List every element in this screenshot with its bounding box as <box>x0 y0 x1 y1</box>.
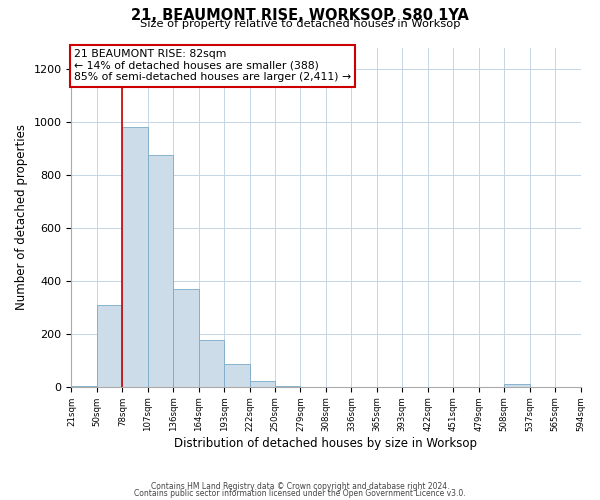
Y-axis label: Number of detached properties: Number of detached properties <box>15 124 28 310</box>
Text: Size of property relative to detached houses in Worksop: Size of property relative to detached ho… <box>140 19 460 29</box>
X-axis label: Distribution of detached houses by size in Worksop: Distribution of detached houses by size … <box>175 437 478 450</box>
Bar <box>122 127 148 387</box>
Bar <box>71 386 97 387</box>
Bar <box>148 155 173 387</box>
Bar <box>224 364 250 387</box>
Text: Contains HM Land Registry data © Crown copyright and database right 2024.: Contains HM Land Registry data © Crown c… <box>151 482 449 491</box>
Bar <box>199 340 224 387</box>
Bar <box>275 386 301 387</box>
Text: 21 BEAUMONT RISE: 82sqm
← 14% of detached houses are smaller (388)
85% of semi-d: 21 BEAUMONT RISE: 82sqm ← 14% of detache… <box>74 49 351 82</box>
Text: Contains public sector information licensed under the Open Government Licence v3: Contains public sector information licen… <box>134 489 466 498</box>
Bar <box>173 289 199 387</box>
Text: 21, BEAUMONT RISE, WORKSOP, S80 1YA: 21, BEAUMONT RISE, WORKSOP, S80 1YA <box>131 8 469 22</box>
Bar <box>504 384 530 387</box>
Bar <box>97 304 122 387</box>
Bar <box>250 381 275 387</box>
